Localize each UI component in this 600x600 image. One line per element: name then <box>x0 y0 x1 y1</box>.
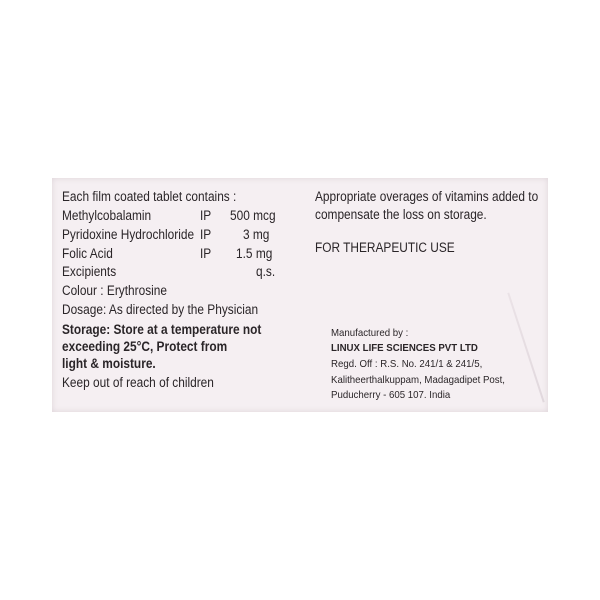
colour-text: Colour : Erythrosine <box>62 283 167 298</box>
storage-line: Storage: Store at a temperature not <box>62 322 262 337</box>
ingredient-qty: 500 mcg <box>230 208 276 223</box>
ingredient-name: Excipients <box>62 264 117 279</box>
ingredient-std: IP <box>200 227 212 242</box>
manufacturer-name: LINUX LIFE SCIENCES PVT LTD <box>331 342 478 354</box>
ingredient-qty: 1.5 mg <box>236 246 273 261</box>
address-line: Regd. Off : R.S. No. 241/1 & 241/5, <box>331 358 483 370</box>
ingredient-std: IP <box>200 246 212 261</box>
address-line: Kalitheerthalkuppam, Madagadipet Post, <box>331 374 505 386</box>
dosage-text: Dosage: As directed by the Physician <box>62 302 259 317</box>
storage-line: exceeding 25°C, Protect from <box>62 339 228 354</box>
manufacturer-label: Manufactured by : <box>331 327 409 339</box>
label-card <box>52 178 548 412</box>
ingredient-qty: q.s. <box>256 264 276 279</box>
storage-line: light & moisture. <box>62 356 156 371</box>
overages-line: compensate the loss on storage. <box>315 207 487 222</box>
therapeutic-use: FOR THERAPEUTIC USE <box>315 240 455 255</box>
contents-heading: Each film coated tablet contains : <box>62 189 237 204</box>
ingredient-std: IP <box>200 208 212 223</box>
address-line: Puducherry - 605 107. India <box>331 389 451 401</box>
ingredient-name: Folic Acid <box>62 246 113 261</box>
ingredient-qty: 3 mg <box>243 227 270 242</box>
overages-line: Appropriate overages of vitamins added t… <box>315 189 539 204</box>
ingredient-name: Methylcobalamin <box>62 208 152 223</box>
ingredient-name: Pyridoxine Hydrochloride <box>62 227 195 242</box>
warning-text: Keep out of reach of children <box>62 375 214 390</box>
